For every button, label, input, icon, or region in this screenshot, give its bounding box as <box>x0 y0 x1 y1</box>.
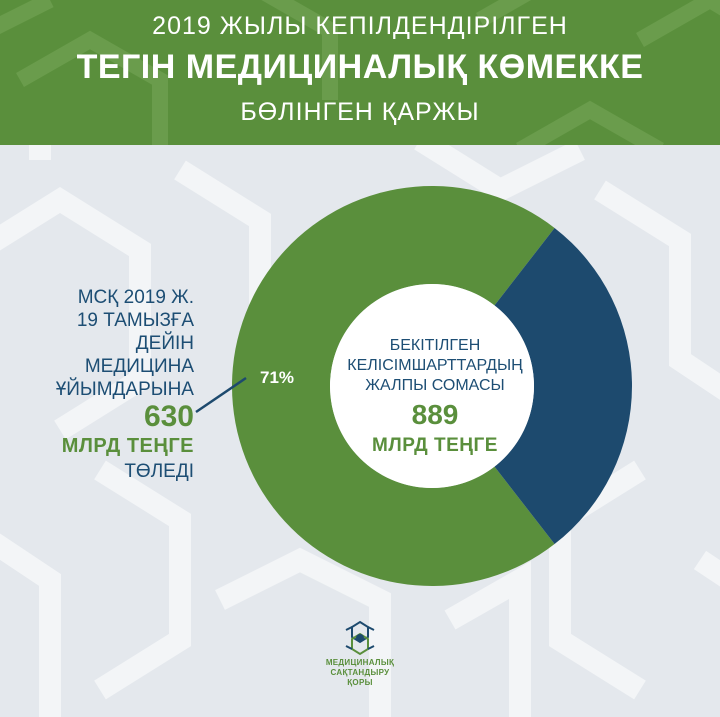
header-title-line1: 2019 ЖЫЛЫ КЕПІЛДЕНДІРІЛГЕН <box>152 12 568 40</box>
header-banner: 2019 ЖЫЛЫ КЕПІЛДЕНДІРІЛГЕН ТЕГІН МЕДИЦИН… <box>0 0 720 145</box>
annotation-line4: МЕДИЦИНА <box>84 356 194 377</box>
donut-center-label: БЕКІТІЛГЕН КЕЛІСІМШАРТТАРДЫҢ ЖАЛПЫ СОМАС… <box>330 336 540 458</box>
fund-logo: МЕДИЦИНАЛЫҚ САҚТАНДЫРУ ҚОРЫ <box>300 618 420 688</box>
center-line2: КЕЛІСІМШАРТТАРДЫҢ <box>347 357 523 374</box>
slice-label-green: 71% <box>260 368 295 387</box>
leader-line <box>195 376 247 414</box>
annotation-line-end: ТӨЛЕДІ <box>124 461 194 482</box>
paid-unit: МЛРД ТЕҢГЕ <box>61 435 194 457</box>
logo-emblem-icon <box>345 620 375 656</box>
header-title-line2: ТЕГІН МЕДИЦИНАЛЫҚ КӨМЕККЕ <box>76 48 644 86</box>
paid-amount: 630 <box>143 400 194 433</box>
logo-text-line2: САҚТАНДЫРУ <box>330 668 390 677</box>
total-amount: 889 <box>411 399 459 430</box>
header-pattern <box>0 0 720 145</box>
header-title-line3: БӨЛІНГЕН ҚАРЖЫ <box>240 98 480 126</box>
logo-text-line1: МЕДИЦИНАЛЫҚ <box>325 658 395 667</box>
annotation-line3: ДЕЙІН <box>135 333 194 354</box>
center-line1: БЕКІТІЛГЕН <box>389 337 481 354</box>
center-line3: ЖАЛПЫ СОМАСЫ <box>365 377 505 394</box>
donut-hole <box>330 284 534 488</box>
annotation-line2: 19 ТАМЫЗҒА <box>76 310 194 331</box>
logo-text-line3: ҚОРЫ <box>347 678 373 687</box>
paid-annotation: МСҚ 2019 Ж. 19 ТАМЫЗҒА ДЕЙІН МЕДИЦИНА ҰЙ… <box>10 286 194 483</box>
total-unit: МЛРД ТЕҢГЕ <box>372 435 498 456</box>
annotation-line1: МСҚ 2019 Ж. <box>77 287 194 308</box>
donut-slice-green <box>232 186 555 586</box>
donut-slice-navy <box>494 227 633 545</box>
annotation-line5: ҰЙЫМДАРЫНА <box>55 379 194 400</box>
